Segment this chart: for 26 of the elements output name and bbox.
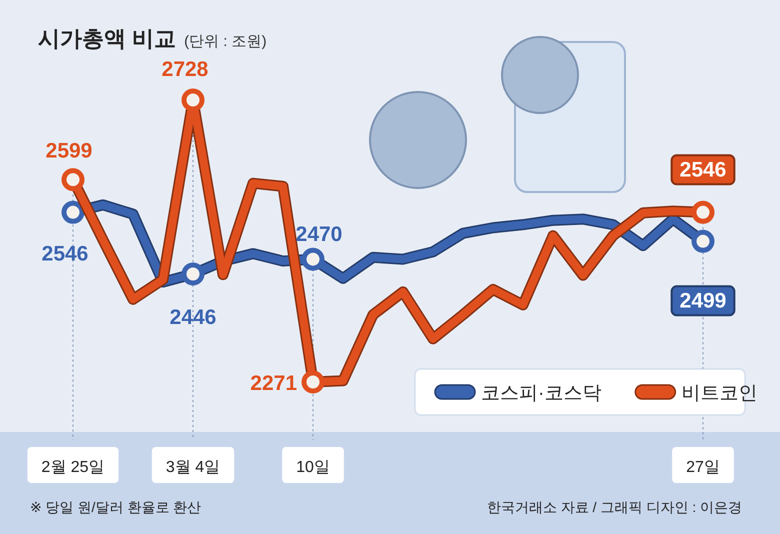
x-tick-label: 3월 4일 [166, 459, 220, 476]
data-label: 2470 [296, 223, 342, 246]
x-tick-label: 27일 [686, 459, 720, 476]
data-label: 2446 [170, 306, 216, 330]
data-label: 2599 [46, 140, 92, 163]
data-label: 2546 [42, 242, 88, 266]
point [62, 168, 84, 192]
x-tick-label: 10일 [296, 459, 330, 476]
point [182, 88, 204, 112]
text: ※ 당일 원/달러 환율로 환산 [30, 499, 202, 515]
chart-title: 시가총액 비교 [38, 26, 176, 51]
chart-subtitle: (단위 : 조원) [184, 33, 267, 50]
data-label: 2728 [162, 58, 209, 81]
point [302, 370, 324, 394]
data-label: 2546 [680, 158, 726, 182]
point [302, 248, 324, 271]
point [182, 262, 204, 286]
data-label: 2271 [250, 372, 298, 395]
x-tick-label: 2월 25일 [41, 459, 105, 476]
point [62, 200, 84, 224]
data-label: 2499 [680, 289, 726, 312]
point [692, 200, 714, 224]
text: 한국거래소 자료 / 그래픽 디자인 : 이은경 [486, 499, 742, 515]
legend-label: 비트코인 [681, 383, 758, 404]
point [692, 230, 714, 253]
legend-label: 코스피·코스닥 [481, 383, 602, 404]
